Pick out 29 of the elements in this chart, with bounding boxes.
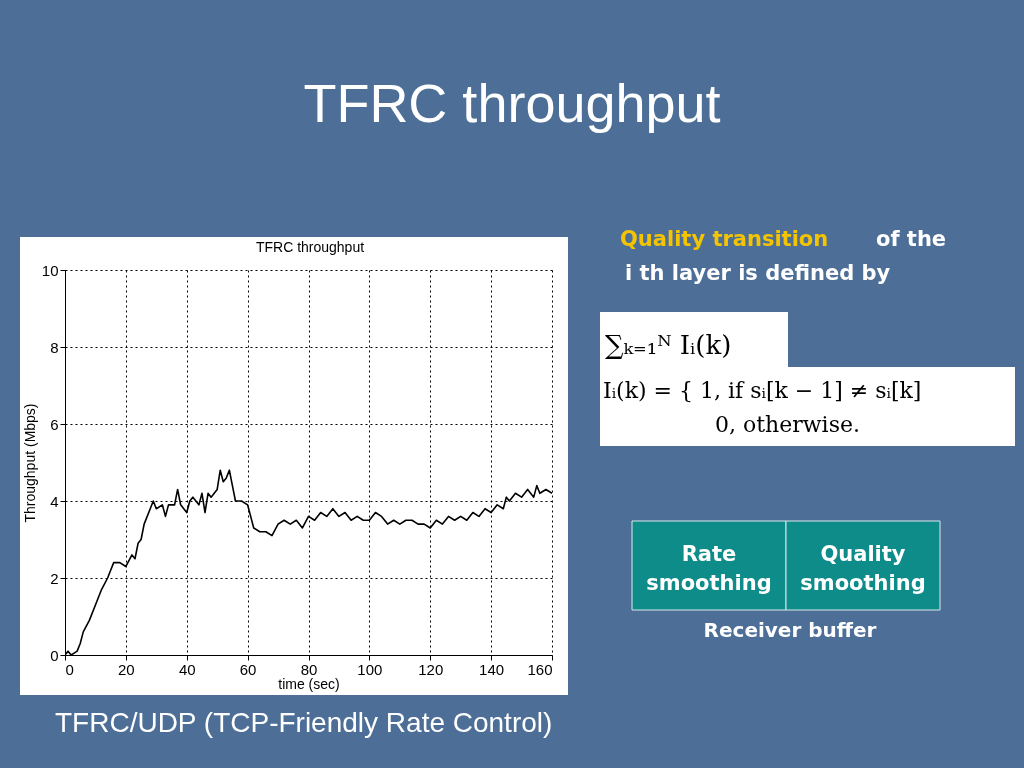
x-tick-label: 60: [239, 660, 257, 678]
x-tick-label: 140: [479, 660, 505, 678]
text: Rate smoothing: [646, 542, 772, 596]
text: TFRC/UDP (TCP-Friendly Rate Control): [55, 707, 553, 738]
y-tick-label: 0: [50, 646, 59, 664]
y-tick-label: 4: [50, 492, 59, 510]
text: ∑ₖ₌₁ᴺ Iᵢ(k): [605, 330, 732, 360]
x-tick-label: 80: [300, 660, 318, 678]
x-axis-title: time (sec): [278, 675, 340, 692]
text: i th layer is defined by: [625, 261, 891, 285]
y-axis-title: Throughput (Mbps): [21, 403, 38, 523]
chart-subtitle: TFRC throughput: [255, 239, 365, 255]
x-tick-label: 160: [527, 660, 553, 678]
y-tick-label: 10: [41, 261, 59, 279]
text: 0, otherwise.: [715, 412, 860, 437]
text: Iᵢ(k) = { 1, if sᵢ[k − 1] ≠ sᵢ[k]: [603, 378, 922, 403]
y-tick-label: 2: [50, 569, 59, 587]
text: Quality smoothing: [800, 542, 926, 596]
text: of the: [876, 227, 947, 251]
y-tick-label: 6: [50, 415, 59, 433]
x-tick-label: 40: [178, 660, 196, 678]
y-tick-label: 8: [50, 338, 59, 356]
text: Quality transition: [620, 227, 829, 251]
x-tick-label: 100: [357, 660, 383, 678]
text: Receiver buffer: [703, 618, 877, 642]
x-tick-label: 0: [65, 660, 74, 678]
x-tick-label: 120: [418, 660, 444, 678]
x-tick-label: 20: [118, 660, 135, 678]
chart-title: TFRC throughput: [303, 73, 721, 133]
